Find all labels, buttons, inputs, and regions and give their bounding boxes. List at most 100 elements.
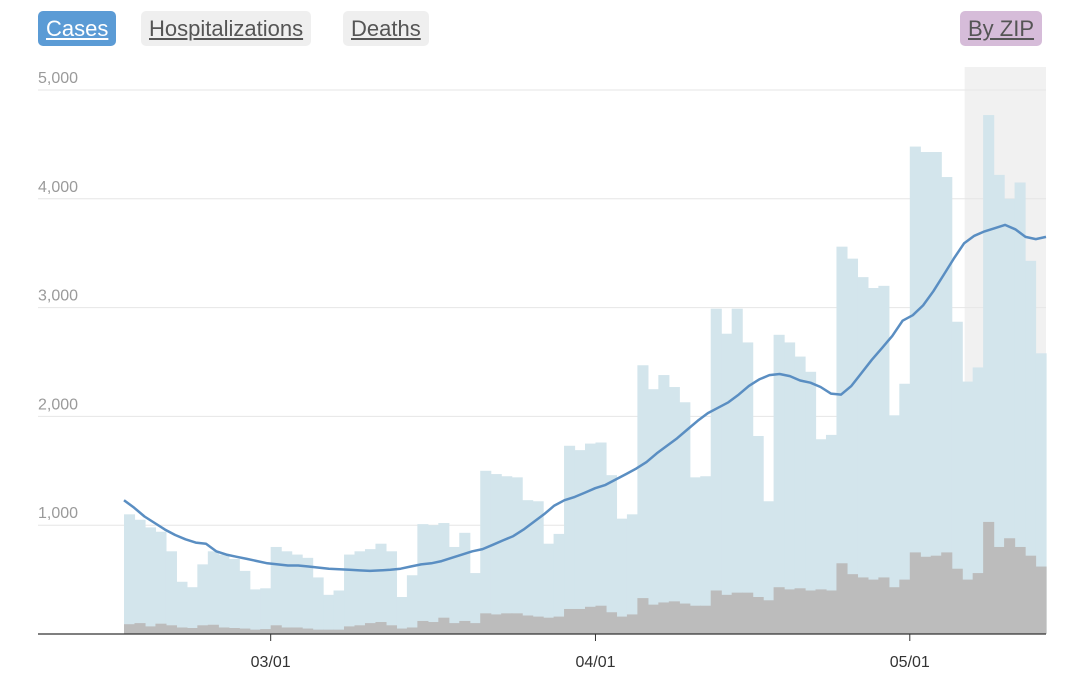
deaths-bar <box>836 563 848 634</box>
deaths-bar <box>878 577 890 634</box>
cases-bar <box>731 308 743 634</box>
cases-bar <box>710 308 722 634</box>
cases-bar <box>438 523 450 634</box>
deaths-bar <box>553 616 565 634</box>
cases-bar <box>375 543 387 634</box>
deaths-bar <box>564 608 576 634</box>
deaths-bar <box>144 626 157 634</box>
cases-bar <box>270 546 282 634</box>
deaths-bar <box>543 617 555 634</box>
deaths-bar <box>406 627 418 634</box>
deaths-bar <box>165 625 177 634</box>
deaths-bar <box>291 627 303 634</box>
cases-bar <box>972 367 984 634</box>
cases-bar <box>983 115 995 635</box>
cases-bar <box>993 174 1005 634</box>
cases-bar <box>825 434 838 634</box>
cases-bar <box>144 527 157 634</box>
cases-bar <box>930 152 942 635</box>
cases-bar <box>626 514 638 634</box>
deaths-bar <box>490 614 502 634</box>
deaths-bar <box>438 617 450 634</box>
deaths-bar <box>825 590 838 634</box>
deaths-bar <box>323 629 335 634</box>
deaths-bar <box>302 628 314 634</box>
deaths-bar <box>658 602 670 634</box>
deaths-bar <box>186 628 198 634</box>
deaths-bar <box>427 622 439 634</box>
deaths-bar <box>668 601 680 634</box>
deaths-bar <box>679 603 691 634</box>
cases-bar <box>752 435 764 634</box>
tab-cases[interactable]: Cases <box>38 11 117 46</box>
cases-bar <box>658 375 670 634</box>
deaths-bar <box>585 606 597 634</box>
cases-bar <box>721 333 733 634</box>
cases-bar <box>281 551 293 634</box>
deaths-bar <box>647 604 659 634</box>
deaths-bar <box>794 588 806 634</box>
cases-bar <box>543 543 555 634</box>
cases-bar <box>585 443 597 634</box>
cases-bar <box>784 342 796 634</box>
cases-bar <box>186 587 198 634</box>
cases-bar <box>815 439 827 634</box>
cases-bar <box>501 476 513 634</box>
x-tick-label: 04/01 <box>575 654 615 671</box>
deaths-bar <box>700 605 712 634</box>
cases-bar <box>1004 198 1016 635</box>
cases-bar <box>962 381 974 634</box>
cases-bar <box>867 288 879 634</box>
deaths-bar <box>155 623 167 634</box>
deaths-bar <box>637 598 649 634</box>
cases-bar <box>228 558 240 634</box>
deaths-bar <box>972 573 984 634</box>
tab-deaths[interactable]: Deaths <box>343 11 429 46</box>
cases-bar <box>700 476 712 634</box>
deaths-bar <box>207 624 219 634</box>
deaths-bar <box>344 626 356 634</box>
cases-bar <box>605 475 618 634</box>
deaths-bar <box>385 625 398 634</box>
deaths-bar <box>763 600 775 634</box>
cases-bar <box>522 500 534 634</box>
deaths-bar <box>364 623 377 634</box>
cases-bar <box>239 570 251 634</box>
tab-hospitalizations[interactable]: Hospitalizations <box>141 11 312 46</box>
cases-bar <box>1014 182 1026 635</box>
deaths-bar <box>1004 538 1016 634</box>
deaths-bar <box>888 587 900 634</box>
deaths-bar <box>469 623 481 634</box>
cases-bar <box>165 551 177 634</box>
cases-bar <box>647 389 659 634</box>
deaths-bar <box>605 612 618 634</box>
cases-bar <box>396 597 408 634</box>
deaths-bar <box>281 627 293 634</box>
cases-bar <box>920 152 932 635</box>
cases-bar <box>197 564 209 634</box>
by-zip-button[interactable]: By ZIP <box>960 11 1043 46</box>
y-tick-label: 4,000 <box>38 179 78 196</box>
deaths-bar <box>993 546 1005 634</box>
cases-bar <box>469 573 481 634</box>
deaths-bar <box>773 587 785 634</box>
deaths-bar <box>228 628 240 634</box>
cases-bar <box>406 575 418 634</box>
deaths-bar <box>354 625 366 634</box>
deaths-bar <box>448 623 460 634</box>
cases-bar <box>302 557 314 634</box>
deaths-bar <box>197 625 209 634</box>
cases-bar <box>427 525 439 634</box>
deaths-bar <box>595 605 607 634</box>
deaths-bar <box>731 592 743 634</box>
y-tick-label: 2,000 <box>38 396 78 413</box>
deaths-bar <box>522 615 534 634</box>
cases-bar <box>878 285 890 634</box>
cases-bar <box>134 519 146 634</box>
cases-bar <box>448 546 460 634</box>
cases-bar <box>805 371 817 634</box>
deaths-bar <box>689 605 701 634</box>
deaths-bar <box>511 613 523 634</box>
cases-bar <box>857 277 869 634</box>
